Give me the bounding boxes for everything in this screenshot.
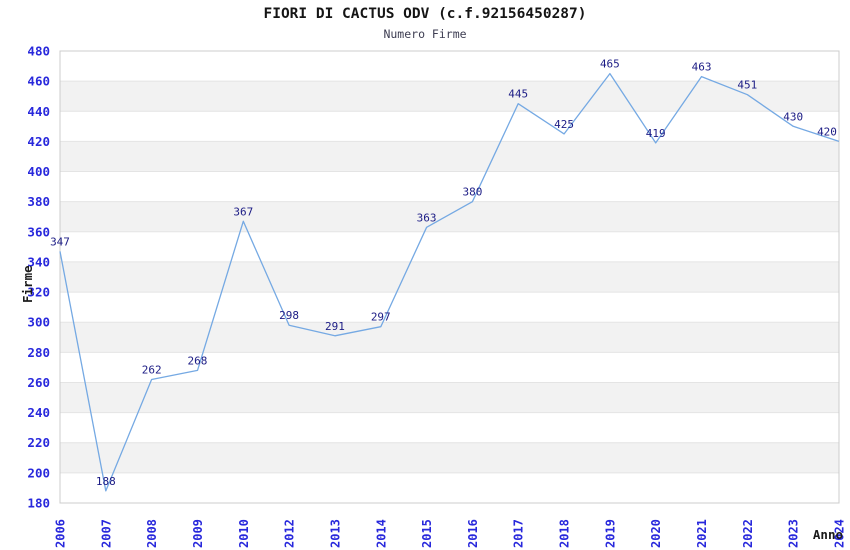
y-tick-label: 480 [27,44,50,59]
data-label: 268 [188,354,208,367]
data-label: 380 [462,186,482,199]
y-tick-label: 380 [27,194,50,209]
x-tick-label: 2007 [99,519,113,548]
band [60,261,839,293]
y-tick-label: 220 [27,435,50,450]
x-axis-title: Anno [812,527,843,542]
data-label: 420 [817,125,837,138]
data-label: 262 [142,363,162,376]
y-tick-label: 440 [27,104,50,119]
band [60,382,839,413]
series-line [59,72,840,492]
x-tick-label: 2009 [191,519,205,548]
data-label: 363 [417,211,437,224]
data-label: 298 [279,309,299,322]
y-tick-label: 400 [27,164,50,179]
x-tick-label: 2014 [374,519,388,548]
data-label: 188 [96,475,116,488]
band [60,141,839,172]
band [60,81,839,112]
x-tick-label: 2013 [328,519,342,548]
x-tick-label: 2018 [558,519,572,548]
band [60,201,839,232]
band [60,322,839,353]
plot-border [59,50,840,504]
y-tick-label: 320 [27,285,50,300]
y-tick-label: 360 [27,224,50,239]
y-tick-label: 200 [27,465,50,480]
data-label: 367 [233,205,253,218]
y-tick-label: 300 [27,315,50,330]
x-tick-label: 2012 [283,519,297,548]
data-label: 445 [508,88,528,101]
data-label: 451 [737,79,757,92]
x-tick-label: 2020 [649,519,663,548]
y-tick-label: 460 [27,74,50,89]
x-tick-label: 2021 [695,519,709,548]
chart-title: FIORI DI CACTUS ODV (c.f.92156450287) [263,6,587,22]
x-tick-label: 2006 [54,519,68,548]
y-tick-label: 180 [27,496,50,511]
y-tick-label: 260 [27,375,50,390]
data-label: 419 [646,127,666,140]
x-tick-label: 2023 [787,519,801,548]
x-tick-label: 2019 [603,519,617,548]
y-tick-label: 420 [27,134,50,149]
x-tick-label: 2022 [741,519,755,548]
data-label: 465 [600,58,620,71]
x-tick-label: 2015 [420,519,434,548]
x-tick-label: 2008 [145,519,159,548]
chart-subtitle: Numero Firme [383,27,467,41]
x-tick-label: 2017 [512,519,526,548]
data-label: 425 [554,118,574,131]
x-tick-label: 2010 [237,519,251,548]
data-label: 347 [50,235,70,248]
band [60,442,839,473]
y-tick-label: 280 [27,345,50,360]
x-tick-label: 2024 [833,519,847,548]
data-label: 430 [783,110,803,123]
y-tick-label: 240 [27,405,50,420]
data-label: 463 [692,61,712,74]
y-axis-title: Firme [20,265,35,303]
data-label: 297 [371,311,391,324]
data-label: 291 [325,320,345,333]
x-tick-label: 2016 [466,519,480,548]
y-tick-label: 340 [27,254,50,269]
